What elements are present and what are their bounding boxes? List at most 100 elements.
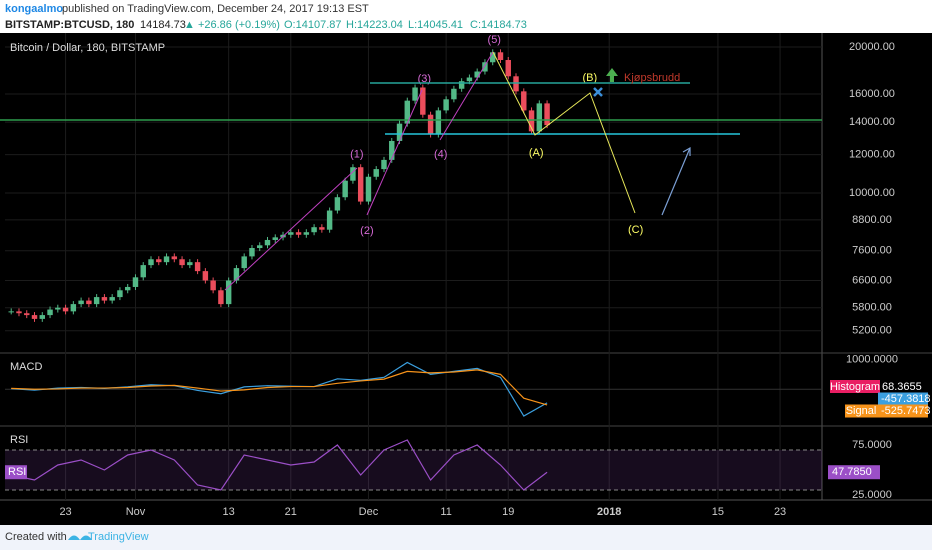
y-tick-label: 75.0000 [852, 439, 892, 451]
candle [55, 307, 61, 310]
candle [86, 300, 92, 305]
candle [334, 197, 341, 211]
candle [521, 91, 527, 111]
candle [420, 87, 426, 115]
change: ▲ +26.86 (+0.19%) [184, 19, 280, 31]
y-tick-label: 16000.00 [849, 88, 895, 100]
candle [319, 227, 325, 230]
x-tick-label: 21 [285, 506, 297, 518]
candle [451, 88, 457, 100]
candle [93, 297, 100, 305]
candle [427, 114, 434, 135]
tag-value: 47.7850 [832, 466, 872, 478]
candle [124, 286, 131, 291]
wave-label: (C) [628, 224, 643, 236]
chart-title: Bitcoin / Dollar, 180, BITSTAMP [10, 42, 165, 54]
pane-title: MACD [10, 361, 42, 373]
published: published on TradingView.com, December 2… [62, 3, 369, 15]
wave-line [366, 89, 423, 216]
candle [412, 87, 418, 101]
cross-marker [593, 87, 603, 97]
y-tick-label: 14000.00 [849, 116, 895, 128]
x-tick-label: 2018 [597, 506, 621, 518]
x-tick-label: 23 [59, 506, 71, 518]
author[interactable]: kongaalmo [5, 3, 63, 15]
y-tick-label: 10000.00 [849, 187, 895, 199]
tag-value: -525.7473 [881, 405, 931, 417]
candle [474, 71, 480, 78]
candle [288, 232, 294, 235]
candle [365, 176, 372, 202]
indicator-line [11, 369, 548, 406]
wave-line [492, 51, 636, 214]
candle [101, 297, 108, 301]
candle [443, 99, 449, 111]
candle [179, 259, 185, 266]
x-tick-label: 23 [774, 506, 786, 518]
symbol: BITSTAMP:BTCUSD, 180 [5, 19, 134, 31]
y-tick-label: 8800.00 [852, 214, 892, 226]
chart-layer: 23 Nov 13 21 Dec 11 19 2018 15 23 20000.00 16000.00… [5, 33, 931, 518]
candle [326, 210, 333, 230]
candle [163, 256, 170, 263]
candle [350, 167, 356, 181]
footer-brand[interactable]: TradingView [88, 531, 149, 543]
candle [78, 300, 84, 305]
y-tick-label: 5800.00 [852, 302, 892, 314]
footer-text: Created with [5, 531, 67, 543]
arrow [661, 147, 691, 216]
candle [272, 237, 278, 240]
y-tick-label: 12000.00 [849, 148, 895, 160]
candle [249, 248, 255, 257]
tag-bg [828, 465, 880, 480]
tag-value: -457.3818 [881, 393, 931, 405]
tag-bg [830, 380, 880, 393]
candle [39, 315, 45, 319]
candle [218, 290, 224, 305]
candle [187, 262, 193, 266]
candle [109, 297, 115, 301]
ohlc-c: C:14184.73 [470, 19, 527, 31]
candle [373, 169, 379, 177]
buy-arrow [606, 68, 618, 82]
candle [489, 52, 496, 63]
candle [544, 103, 550, 126]
candle [117, 290, 123, 298]
candle [194, 262, 201, 272]
tag-name: RSI [8, 466, 26, 478]
last-price: 14184.73 [140, 19, 186, 31]
wave-line [224, 167, 358, 291]
ohlc-l: L:14045.41 [408, 19, 463, 31]
x-tick-label: 11 [440, 506, 451, 518]
candle [264, 239, 271, 246]
wave-line [439, 51, 494, 141]
x-tick-label: 15 [712, 506, 724, 518]
candle [295, 232, 302, 235]
candle [528, 110, 535, 132]
candle [148, 259, 154, 266]
candle [357, 167, 364, 202]
x-tick-label: 19 [502, 506, 514, 518]
rsi-band [5, 450, 822, 490]
wave-label: (3) [418, 73, 431, 85]
candle [241, 256, 247, 269]
note: Kjøpsbrudd [624, 72, 680, 84]
candle [482, 62, 488, 72]
candle [257, 245, 263, 249]
arrow-head [682, 146, 691, 156]
candle [210, 280, 216, 291]
y-tick-label: 20000.00 [849, 41, 895, 53]
wave-label: (1) [350, 148, 363, 160]
candle [70, 304, 77, 312]
y-tick-label: 6600.00 [852, 274, 892, 286]
pane-title: RSI [10, 434, 28, 446]
candle [466, 77, 473, 82]
candle [140, 265, 146, 278]
candle [497, 52, 504, 61]
candle [458, 81, 465, 89]
candle [31, 315, 38, 319]
tag-name: Histogram [830, 381, 880, 393]
candle [171, 256, 178, 260]
tag-bg [845, 404, 878, 418]
